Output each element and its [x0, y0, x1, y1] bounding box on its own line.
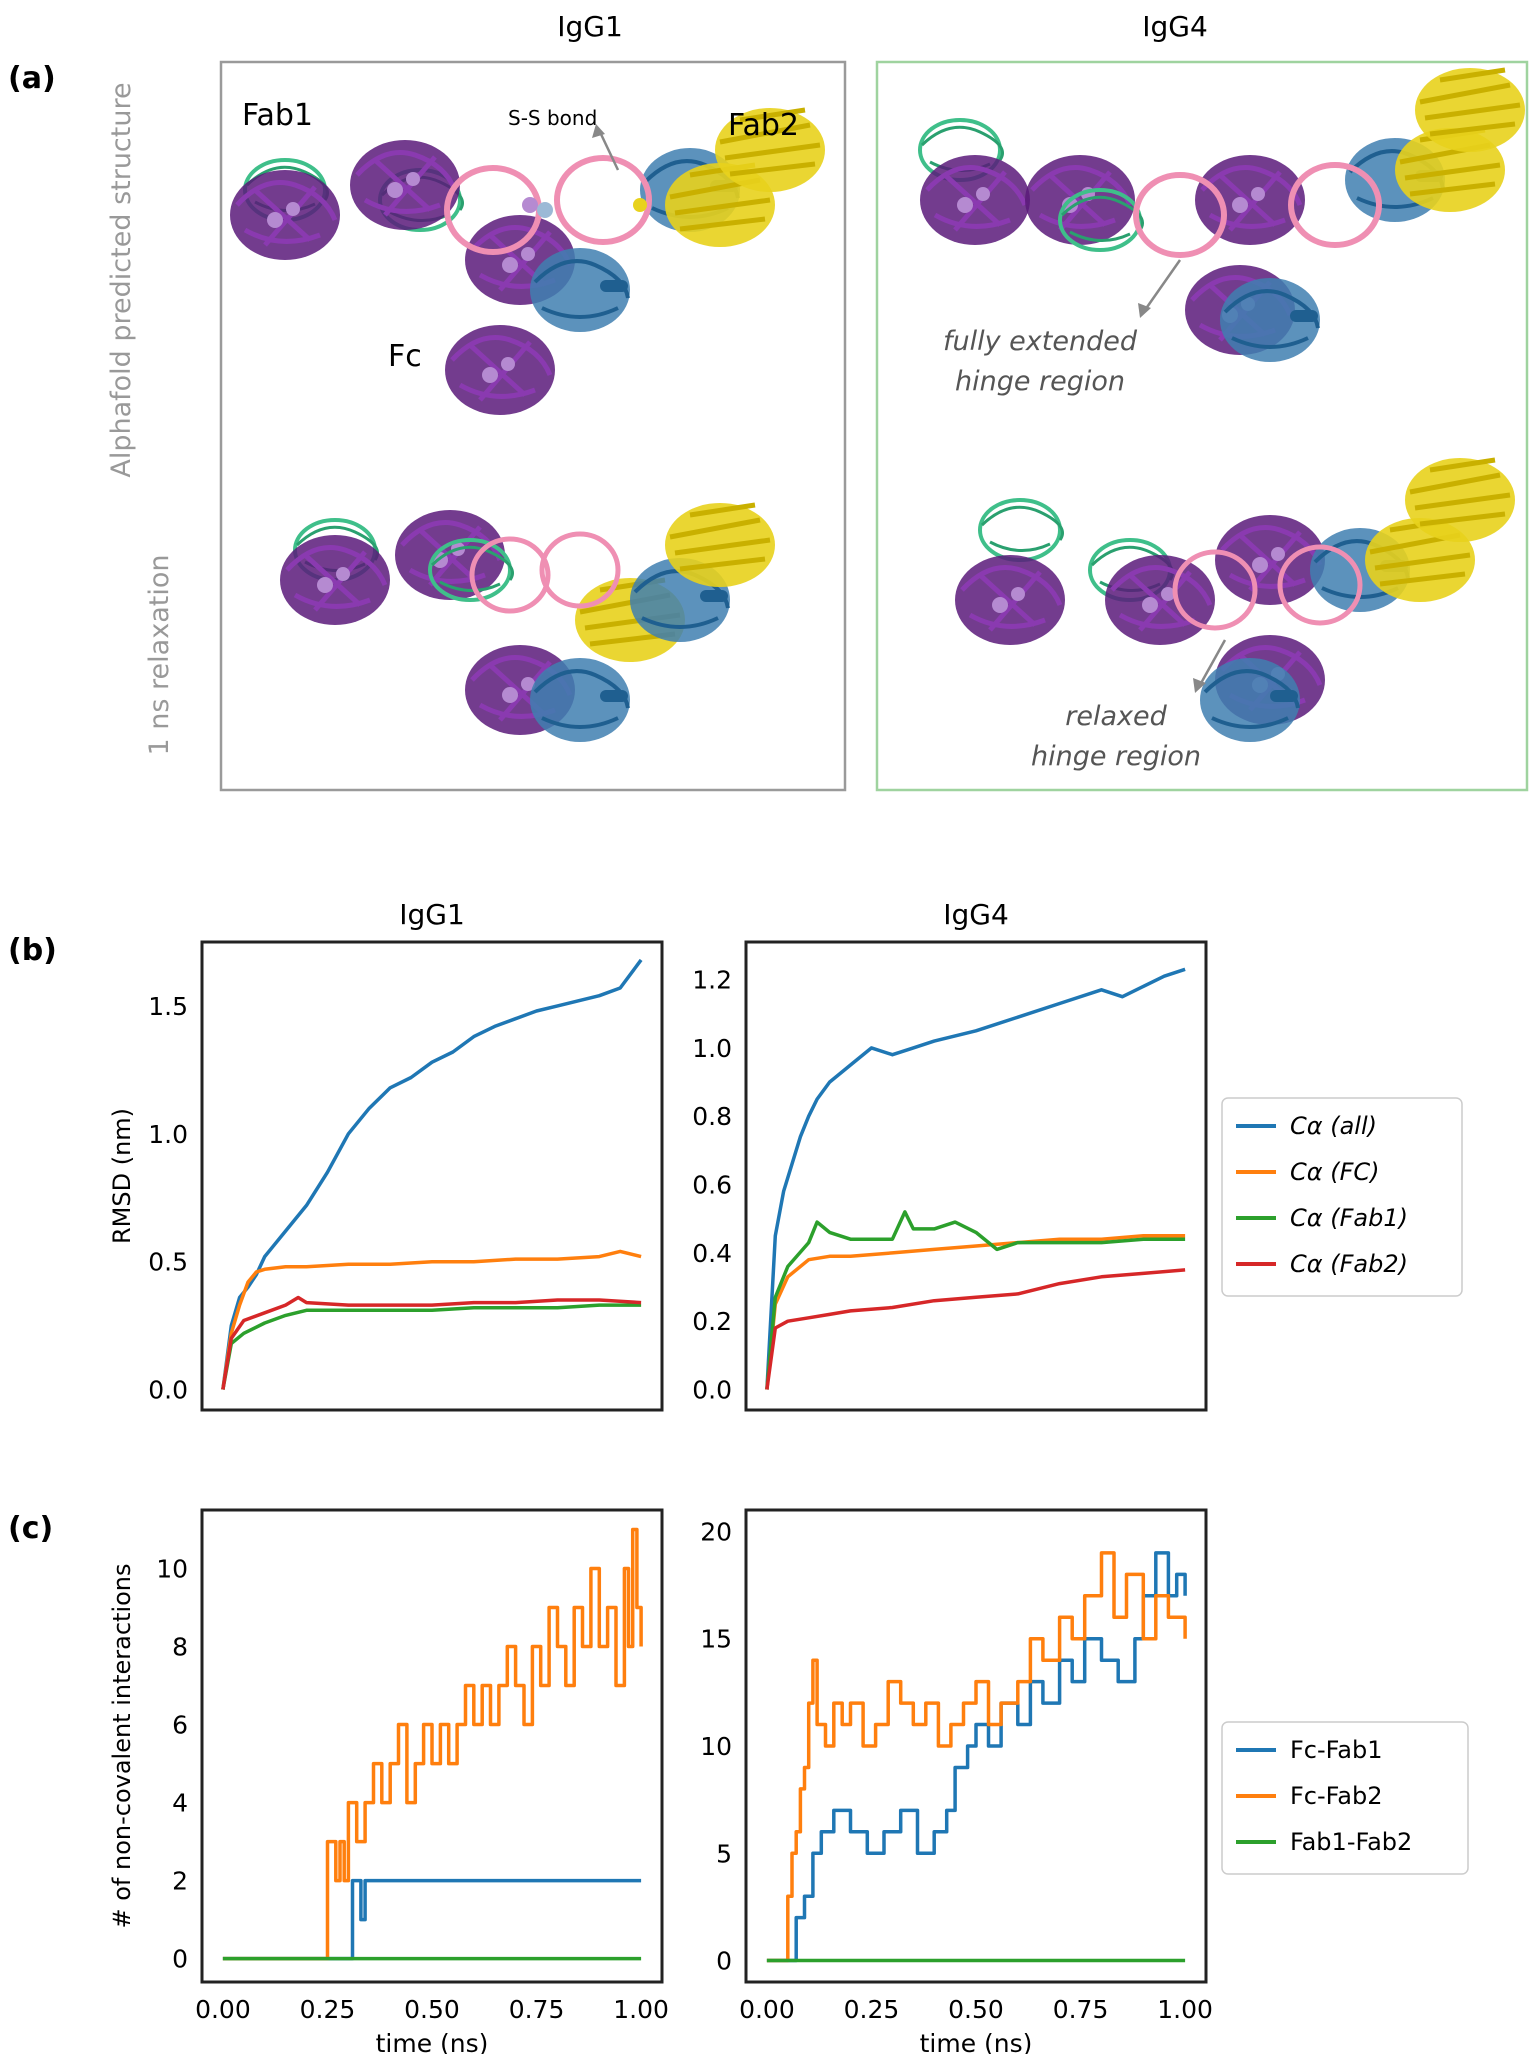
row-label-relaxation: 1 ns relaxation — [144, 555, 175, 756]
x-tick-label: 0.50 — [948, 1995, 1004, 2024]
legend-item-ca-fab1: Cα (Fab1) — [1290, 1204, 1408, 1232]
label-fab2: Fab2 — [728, 108, 799, 143]
legend-item-fab1-fab2: Fab1-Fab2 — [1290, 1828, 1412, 1856]
series-line-fc-fab2 — [222, 1527, 643, 1961]
x-tick-label: 1.00 — [1157, 1995, 1213, 2024]
y-tick-label: 0.2 — [692, 1307, 732, 1336]
series-line-c-all- — [221, 958, 643, 1390]
series-line-c-all- — [765, 967, 1186, 1390]
legend-rmsd: Cα (all) Cα (FC) Cα (Fab1) Cα (Fab2) — [1221, 1097, 1463, 1297]
x-tick-label: 0.25 — [300, 1995, 356, 2024]
legend-item-fc-fab2: Fc-Fab2 — [1290, 1782, 1382, 1810]
label-relaxed-hinge: hinge region — [1031, 741, 1201, 772]
y-tick-label: 10 — [156, 1555, 188, 1584]
label-fully-extended: fully extended — [943, 326, 1138, 357]
label-fc: Fc — [388, 339, 422, 374]
label-extended-hinge: hinge region — [955, 366, 1125, 397]
y-axis-label: # of non-covalent interactions — [108, 1563, 136, 1928]
col-title-igg1: IgG1 — [557, 10, 623, 43]
chart-igg1-rmsd: IgG1 0.0 0.5 1.0 1.5 RMSD (nm) — [108, 898, 664, 1412]
label-fab1: Fab1 — [242, 98, 313, 133]
legend-item-fc-fab1: Fc-Fab1 — [1290, 1736, 1382, 1764]
legend-item-ca-fab2: Cα (Fab2) — [1290, 1250, 1408, 1278]
plot-frame — [200, 940, 664, 1412]
chart-igg4-interactions: 0 5 10 15 20 0.00 0.25 0.50 0.75 1.00 time (ns) — [700, 1508, 1213, 2054]
chart-title: IgG4 — [943, 898, 1009, 931]
row-label-predicted: Alphafold predicted structure — [106, 82, 137, 477]
y-tick-label: 10 — [700, 1732, 732, 1761]
plot-frame — [744, 1508, 1208, 1984]
series-line-c-fab1- — [765, 1210, 1186, 1390]
igg4-predicted-structure — [920, 68, 1525, 364]
panel-a-label: (a) — [8, 61, 56, 96]
series-line-fc-fab2 — [766, 1551, 1187, 1963]
y-tick-label: 5 — [716, 1839, 732, 1868]
x-tick-label: 0.75 — [1053, 1995, 1109, 2024]
y-tick-label: 0.0 — [148, 1376, 188, 1405]
series-line-c-fab2- — [221, 1295, 642, 1390]
y-tick-label: 1.5 — [148, 992, 188, 1021]
x-tick-label: 0.25 — [844, 1995, 900, 2024]
legend-item-ca-all: Cα (all) — [1290, 1112, 1377, 1140]
series-line-fc-fab1 — [766, 1551, 1187, 1963]
y-axis-label: RMSD (nm) — [108, 1108, 136, 1244]
igg1-predicted-structure — [230, 108, 825, 415]
x-axis-label: time (ns) — [376, 2029, 489, 2054]
chart-igg1-interactions: 0 2 4 6 8 10 0.00 0.25 0.50 0.75 1.00 time (ns) # of… — [108, 1508, 669, 2054]
panel-c-label: (c) — [8, 1511, 53, 1546]
chart-title: IgG1 — [399, 898, 465, 931]
y-tick-label: 0.0 — [692, 1376, 732, 1405]
y-tick-label: 0 — [172, 1945, 188, 1974]
igg4-structure-frame — [875, 60, 1529, 792]
series-line-c-fab2- — [765, 1268, 1186, 1390]
y-tick-label: 4 — [172, 1789, 188, 1818]
y-tick-label: 0.8 — [692, 1102, 732, 1131]
y-tick-label: 0.6 — [692, 1171, 732, 1200]
col-title-igg4: IgG4 — [1142, 10, 1208, 43]
legend-item-ca-fc: Cα (FC) — [1290, 1158, 1380, 1186]
plot-frame — [744, 940, 1208, 1412]
y-tick-label: 1.0 — [148, 1120, 188, 1149]
plot-frame — [200, 1508, 664, 1984]
igg1-relaxed-structure — [280, 503, 775, 744]
series-line-c-fc- — [221, 1249, 642, 1390]
chart-igg4-rmsd: IgG4 0.0 0.2 0.4 0.6 0.8 1.0 1.2 — [692, 898, 1208, 1412]
x-tick-label: 0.00 — [195, 1995, 251, 2024]
y-tick-label: 2 — [172, 1867, 188, 1896]
igg4-relaxed-structure — [955, 458, 1515, 744]
y-tick-label: 15 — [700, 1625, 732, 1654]
y-tick-label: 1.2 — [692, 966, 732, 995]
y-tick-label: 20 — [700, 1517, 732, 1546]
y-tick-label: 8 — [172, 1633, 188, 1662]
y-tick-label: 0.4 — [692, 1239, 732, 1268]
panel-b-label: (b) — [8, 933, 57, 968]
legend-interactions: Fc-Fab1 Fc-Fab2 Fab1-Fab2 — [1221, 1721, 1469, 1875]
x-axis-label: time (ns) — [920, 2029, 1033, 2054]
series-line-fc-fab1 — [222, 1878, 642, 1961]
y-tick-label: 1.0 — [692, 1034, 732, 1063]
igg1-structure-frame — [219, 60, 847, 792]
series-line-c-fab1- — [221, 1303, 642, 1390]
y-tick-label: 0.5 — [148, 1248, 188, 1277]
x-tick-label: 0.00 — [739, 1995, 795, 2024]
label-ss-bond: S-S bond — [508, 106, 597, 130]
y-tick-label: 6 — [172, 1711, 188, 1740]
series-line-c-fc- — [765, 1234, 1186, 1390]
y-tick-label: 0 — [716, 1947, 732, 1976]
x-tick-label: 0.75 — [509, 1995, 565, 2024]
x-tick-label: 0.50 — [404, 1995, 460, 2024]
x-tick-label: 1.00 — [613, 1995, 669, 2024]
label-relaxed: relaxed — [1065, 701, 1167, 732]
